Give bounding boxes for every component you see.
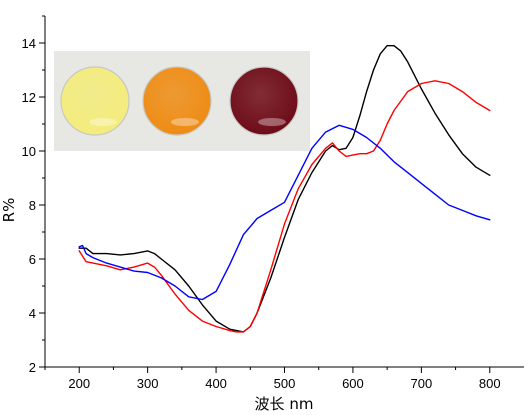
y-tick-label: 10 [22, 144, 36, 159]
disc-glare [89, 118, 117, 126]
disc-glare [171, 118, 199, 126]
series-line-3 [78, 124, 491, 301]
filter-disc [142, 66, 212, 136]
x-tick-label: 700 [411, 376, 433, 391]
y-tick-label: 6 [29, 252, 36, 267]
y-tick-label: 2 [29, 360, 36, 375]
y-tick-label: 4 [29, 306, 36, 321]
x-tick-label: 500 [274, 376, 296, 391]
axis-labels: 波长 nm R% [0, 198, 313, 413]
x-axis-label: 波长 nm [255, 395, 314, 413]
series-line-1 [78, 45, 491, 333]
x-tick-label: 800 [479, 376, 501, 391]
x-tick-label: 300 [137, 376, 159, 391]
y-tick-label: 12 [22, 90, 36, 105]
y-axis-label: R% [0, 198, 18, 223]
x-tick-label: 400 [205, 376, 227, 391]
series-group [78, 45, 491, 333]
disc-glare [258, 118, 286, 126]
series-line-2 [78, 80, 491, 333]
filter-disc [229, 66, 299, 136]
filter-disc [60, 66, 130, 136]
photo-inset [54, 51, 310, 151]
x-tick-label: 600 [342, 376, 364, 391]
y-tick-label: 8 [29, 198, 36, 213]
ticks: 200 300 400 500 600 700 800 2 4 6 8 10 12 14 [22, 15, 501, 391]
y-tick-label: 14 [22, 36, 36, 51]
x-tick-label: 200 [68, 376, 90, 391]
